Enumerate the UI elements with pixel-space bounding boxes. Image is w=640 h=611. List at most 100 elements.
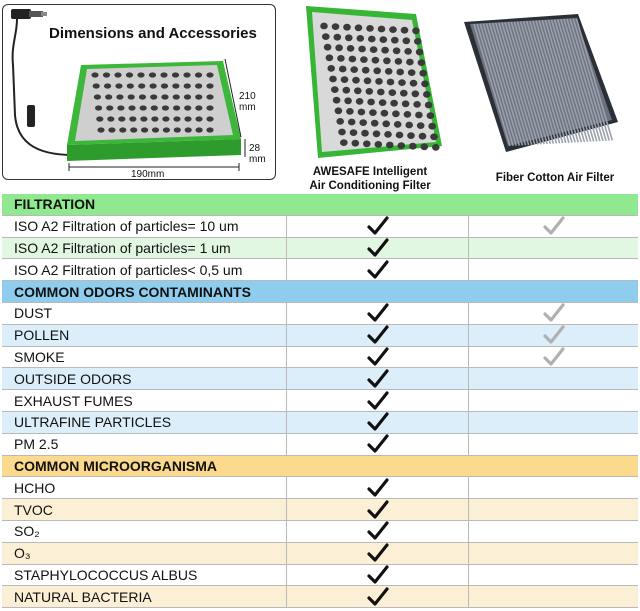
row-label: POLLEN bbox=[14, 327, 70, 344]
row-label: OUTSIDE ODORS bbox=[14, 370, 132, 387]
table-row: ISO A2 Filtration of particles= 10 um bbox=[2, 215, 638, 238]
section-title: COMMON ODORS CONTAMINANTS bbox=[14, 283, 251, 300]
check-icon bbox=[366, 369, 389, 388]
filter-dimension-illustration bbox=[11, 9, 246, 171]
section-cell-b bbox=[468, 456, 638, 477]
fiber-cotton-filter-image bbox=[464, 14, 618, 152]
product-a-cell bbox=[286, 302, 468, 324]
product-a-cell bbox=[286, 499, 468, 520]
product-b-cell bbox=[468, 215, 638, 237]
check-icon bbox=[366, 434, 389, 453]
table-row: SO₂ bbox=[2, 520, 638, 543]
product-b-cell bbox=[468, 477, 638, 499]
check-icon bbox=[366, 238, 389, 257]
product-b-cell bbox=[468, 368, 638, 390]
check-icon bbox=[366, 499, 389, 519]
table-row: NATURAL BACTERIA bbox=[2, 586, 638, 609]
product-a-cell bbox=[286, 237, 468, 259]
check-icon bbox=[542, 347, 565, 366]
table-row: PM 2.5 bbox=[2, 433, 638, 456]
product-b-cell bbox=[468, 564, 638, 586]
table-row: DUST bbox=[2, 302, 638, 325]
product-b-cell bbox=[468, 542, 638, 564]
product-b-cell bbox=[468, 390, 638, 411]
row-label: SMOKE bbox=[14, 348, 65, 365]
comparison-table: FILTRATION ISO A2 Filtration of particles… bbox=[2, 194, 638, 609]
thickness-dimension: 28 mm bbox=[249, 143, 266, 165]
check-icon bbox=[366, 216, 389, 235]
check-icon bbox=[366, 587, 389, 606]
filter-body bbox=[67, 61, 241, 161]
section-title: COMMON MICROORGANISMA bbox=[14, 457, 217, 474]
product-a-cell bbox=[286, 368, 468, 390]
row-label: PM 2.5 bbox=[14, 436, 59, 453]
check-icon bbox=[366, 260, 389, 279]
product-a-label-line2: Air Conditioning Filter bbox=[309, 180, 431, 192]
table-row: O₃ bbox=[2, 542, 638, 565]
table-row: OUTSIDE ODORS bbox=[2, 368, 638, 391]
product-b-cell bbox=[468, 259, 638, 281]
thickness-value: 28 bbox=[249, 143, 261, 154]
table-row: ULTRAFINE PARTICLES bbox=[2, 411, 638, 434]
row-label: ISO A2 Filtration of particles< 0,5 um bbox=[14, 261, 243, 278]
row-label: ISO A2 Filtration of particles= 1 um bbox=[14, 239, 231, 256]
section-title: FILTRATION bbox=[14, 196, 96, 213]
section-header: COMMON MICROORGANISMA bbox=[2, 455, 638, 478]
height-dimension: 210 mm bbox=[239, 91, 256, 113]
check-icon bbox=[542, 325, 565, 344]
product-b-cell bbox=[468, 237, 638, 259]
product-a-cell bbox=[286, 433, 468, 455]
table-row: TVOC bbox=[2, 499, 638, 521]
check-icon bbox=[366, 543, 389, 562]
row-label: O₃ bbox=[14, 545, 31, 562]
section-header: COMMON ODORS CONTAMINANTS bbox=[2, 281, 638, 303]
check-icon bbox=[366, 390, 389, 410]
product-b-cell bbox=[468, 433, 638, 455]
product-a-cell bbox=[286, 411, 468, 433]
product-a-cell bbox=[286, 586, 468, 608]
car-charger-icon bbox=[11, 9, 74, 156]
product-a-cell bbox=[286, 477, 468, 499]
product-b-cell bbox=[468, 411, 638, 433]
awesafe-filter-image bbox=[306, 6, 442, 158]
section-cell-a bbox=[286, 456, 468, 477]
section-cell-b bbox=[468, 194, 638, 215]
product-a-cell bbox=[286, 324, 468, 346]
product-b-cell bbox=[468, 520, 638, 542]
check-icon bbox=[366, 347, 389, 366]
dimensions-title: Dimensions and Accessories bbox=[49, 25, 257, 42]
section-header: FILTRATION bbox=[2, 194, 638, 216]
product-b-cell bbox=[468, 586, 638, 608]
check-icon bbox=[542, 303, 565, 322]
dimensions-panel: Dimensions and Accessories 210 mm 28 mm … bbox=[2, 4, 276, 180]
width-dimension: 190mm bbox=[131, 169, 165, 180]
table-row: EXHAUST FUMES bbox=[2, 390, 638, 412]
thickness-unit: mm bbox=[249, 154, 266, 165]
table-row: HCHO bbox=[2, 477, 638, 500]
table-row: POLLEN bbox=[2, 324, 638, 347]
check-icon bbox=[366, 325, 389, 344]
check-icon bbox=[366, 565, 389, 584]
section-cell-a bbox=[286, 281, 468, 302]
height-unit: mm bbox=[239, 102, 256, 113]
check-icon bbox=[542, 216, 565, 235]
check-icon bbox=[366, 478, 389, 497]
product-a-cell bbox=[286, 520, 468, 542]
table-row: STAPHYLOCOCCUS ALBUS bbox=[2, 564, 638, 587]
product-a-cell bbox=[286, 259, 468, 281]
row-label: EXHAUST FUMES bbox=[14, 392, 133, 409]
table-row: ISO A2 Filtration of particles< 0,5 um bbox=[2, 259, 638, 282]
product-a-cell bbox=[286, 346, 468, 368]
product-a-label: AWESAFE Intelligent Air Conditioning Fil… bbox=[296, 165, 444, 193]
product-a-label-line1: AWESAFE Intelligent bbox=[312, 166, 428, 178]
row-label: SO₂ bbox=[14, 523, 40, 540]
row-label: DUST bbox=[14, 305, 53, 322]
section-cell-a bbox=[286, 194, 468, 215]
product-b-cell bbox=[468, 499, 638, 520]
row-label: NATURAL BACTERIA bbox=[14, 588, 152, 605]
row-label: ULTRAFINE PARTICLES bbox=[14, 414, 172, 431]
section-cell-b bbox=[468, 281, 638, 302]
table-row: SMOKE bbox=[2, 346, 638, 369]
table-row: ISO A2 Filtration of particles= 1 um bbox=[2, 237, 638, 260]
product-a-cell bbox=[286, 215, 468, 237]
